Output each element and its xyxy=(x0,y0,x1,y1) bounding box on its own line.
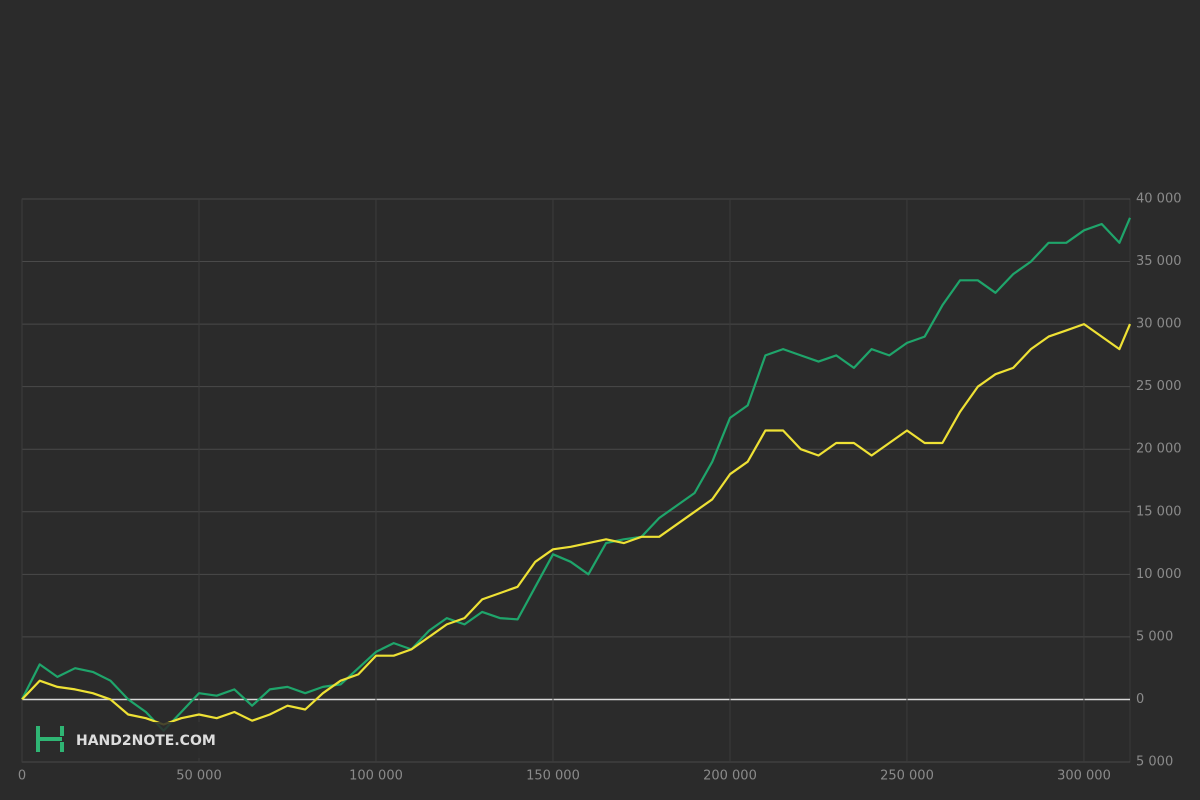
y-tick-label: 15 000 xyxy=(1136,504,1182,519)
series-line xyxy=(21,323,1132,726)
watermark-text: HAND2NOTE.COM xyxy=(76,733,216,749)
y-tick-label: 35 000 xyxy=(1136,254,1182,269)
logo xyxy=(36,726,64,752)
y-tick-label: 5 000 xyxy=(1136,755,1173,770)
x-tick-label: 50 000 xyxy=(176,769,222,784)
y-tick-label: 30 000 xyxy=(1136,317,1182,332)
x-tick-label: 300 000 xyxy=(1057,769,1111,784)
watermark: HAND2NOTE.COM xyxy=(28,722,224,758)
x-tick-label: 0 xyxy=(18,769,26,784)
y-tick-label: 25 000 xyxy=(1136,379,1182,394)
x-tick-label: 250 000 xyxy=(880,769,934,784)
x-tick-label: 100 000 xyxy=(349,769,403,784)
x-tick-label: 200 000 xyxy=(703,769,757,784)
y-tick-label: 5 000 xyxy=(1136,629,1173,644)
y-tick-label: 20 000 xyxy=(1136,442,1182,457)
x-tick-label: 150 000 xyxy=(526,769,580,784)
y-tick-label: 0 xyxy=(1136,692,1144,707)
series-line xyxy=(21,217,1132,732)
y-tick-label: 10 000 xyxy=(1136,567,1182,582)
y-tick-label: 40 000 xyxy=(1136,192,1182,207)
